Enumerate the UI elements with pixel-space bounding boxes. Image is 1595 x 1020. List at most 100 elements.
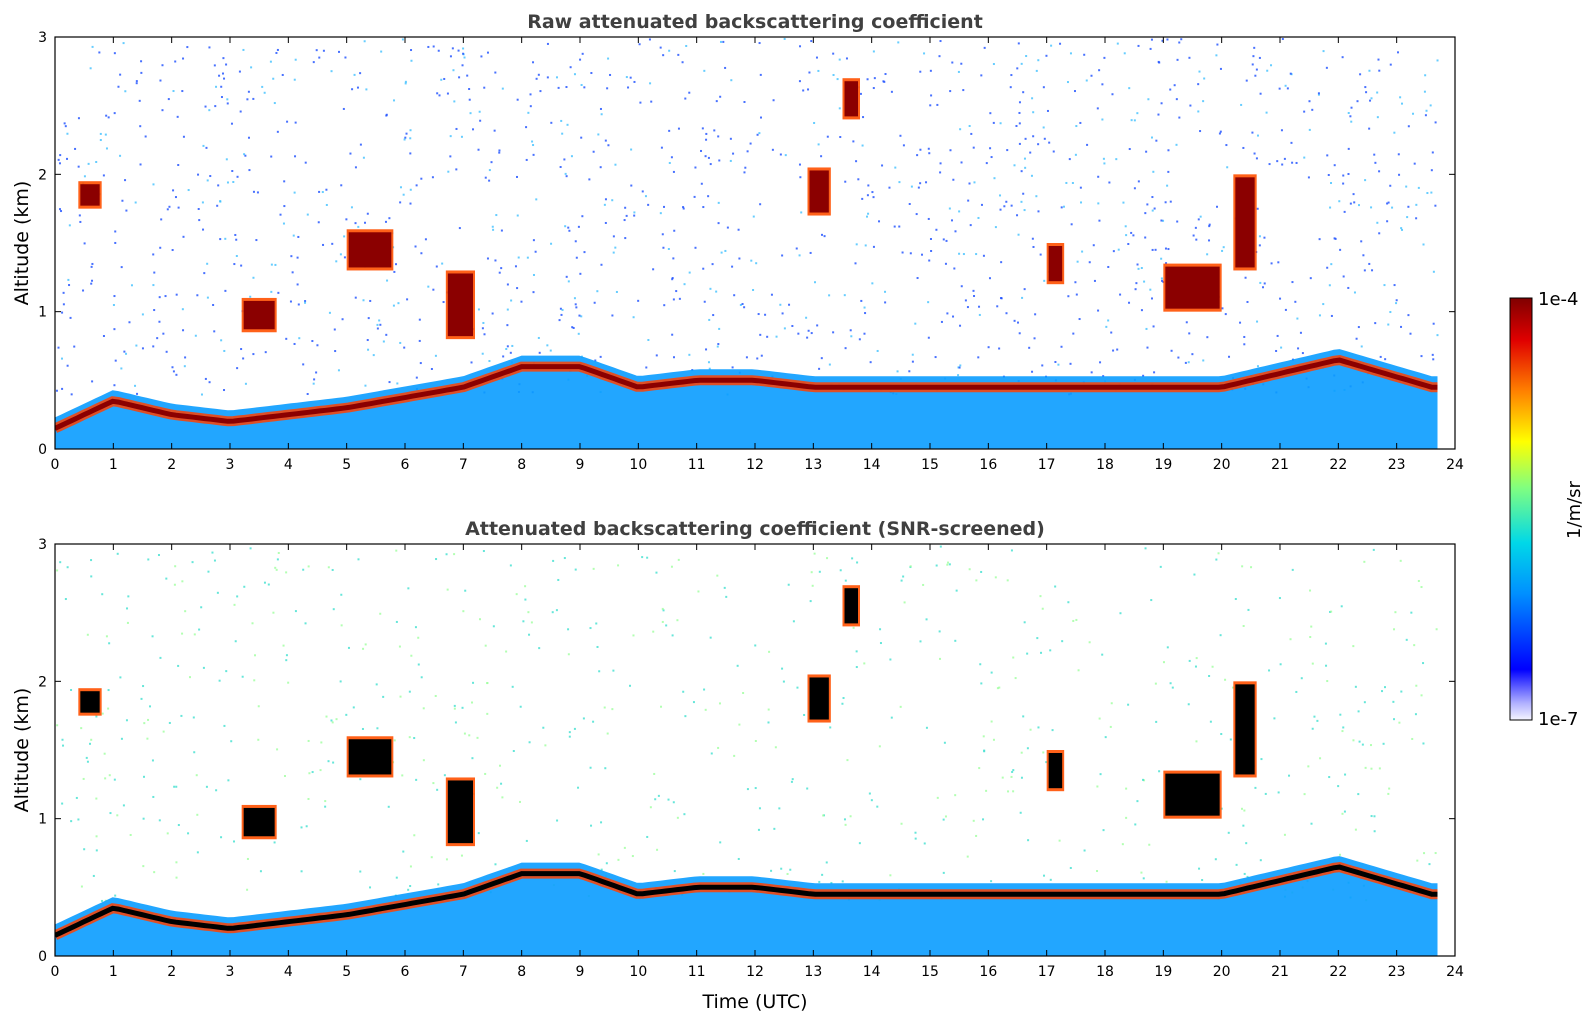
noise-pixel [782,680,785,683]
noise-pixel [909,565,912,568]
noise-pixel [173,785,176,788]
noise-pixel [108,774,111,777]
noise-pixel [506,324,509,327]
noise-pixel [1254,786,1257,789]
noise-pixel [1020,170,1023,173]
noise-pixel [140,71,143,74]
noise-pixel [1294,300,1297,303]
noise-pixel [532,153,535,156]
noise-pixel [872,196,875,199]
noise-pixel [560,119,563,122]
noise-pixel [113,328,116,331]
noise-pixel [594,359,597,362]
noise-pixel [392,304,395,307]
noise-pixel [403,346,406,349]
noise-pixel [694,166,697,169]
x-tick-label: 15 [921,457,939,473]
noise-pixel [1166,184,1169,187]
x-tick-label: 0 [51,457,60,473]
cloud-segment-core [1048,753,1063,789]
noise-pixel [1243,809,1246,812]
noise-pixel [77,818,80,821]
noise-pixel [1338,853,1341,856]
noise-pixel [273,102,276,105]
noise-pixel [916,154,919,157]
noise-pixel [551,611,554,614]
noise-pixel [506,345,509,348]
noise-pixel [1109,725,1112,728]
noise-pixel [223,389,226,392]
noise-pixel [770,293,773,296]
noise-pixel [463,732,466,735]
noise-pixel [519,705,522,708]
noise-pixel [872,245,875,248]
noise-pixel [1142,877,1145,880]
noise-pixel [1349,202,1352,205]
noise-pixel [477,832,480,835]
noise-pixel [958,366,961,369]
cloud-segment-core [447,273,473,337]
noise-pixel [742,692,745,695]
noise-pixel [209,175,212,178]
y-axis-label: Altitude (km) [11,181,33,306]
noise-pixel [250,66,253,69]
noise-pixel [707,156,710,159]
noise-pixel [202,666,205,669]
noise-pixel [197,208,200,211]
noise-pixel [969,224,972,227]
noise-pixel [607,144,610,147]
noise-pixel [361,727,364,730]
noise-pixel [506,308,509,311]
noise-pixel [767,708,770,711]
noise-pixel [1096,870,1099,873]
noise-pixel [495,214,498,217]
noise-pixel [95,715,98,718]
noise-pixel [1288,774,1291,777]
noise-pixel [672,801,675,804]
noise-pixel [1162,219,1165,222]
noise-pixel [629,76,632,79]
noise-pixel [764,313,767,316]
noise-pixel [925,181,928,184]
noise-pixel [1178,116,1181,119]
noise-pixel [171,366,174,369]
noise-pixel [535,198,538,201]
noise-pixel [230,122,233,125]
noise-pixel [1075,125,1078,128]
noise-pixel [1258,56,1261,59]
noise-pixel [949,149,952,152]
noise-pixel [1143,779,1146,782]
noise-pixel [781,254,784,257]
noise-pixel [352,706,355,709]
noise-pixel [779,153,782,156]
noise-pixel [1317,92,1320,95]
noise-pixel [438,94,441,97]
noise-pixel [356,86,359,89]
noise-pixel [117,85,120,88]
noise-pixel [1155,139,1158,142]
noise-pixel [792,620,795,623]
noise-pixel [802,89,805,92]
noise-pixel [653,772,656,775]
noise-pixel [1283,157,1286,160]
noise-pixel [884,301,887,304]
noise-pixel [1329,610,1332,613]
noise-pixel [1167,170,1170,173]
cloud-segment-core [1165,773,1220,816]
noise-pixel [898,225,901,228]
noise-pixel [992,63,995,66]
noise-pixel [944,815,947,818]
noise-pixel [1166,646,1169,649]
noise-pixel [294,610,297,613]
noise-pixel [1043,137,1046,140]
noise-pixel [717,746,720,749]
noise-pixel [922,583,925,586]
noise-pixel [671,634,674,637]
noise-pixel [177,824,180,827]
noise-pixel [982,254,985,257]
noise-pixel [1025,55,1028,58]
noise-pixel [978,767,981,770]
noise-pixel [378,319,381,322]
x-tick-label: 14 [863,964,881,980]
noise-pixel [830,881,833,884]
